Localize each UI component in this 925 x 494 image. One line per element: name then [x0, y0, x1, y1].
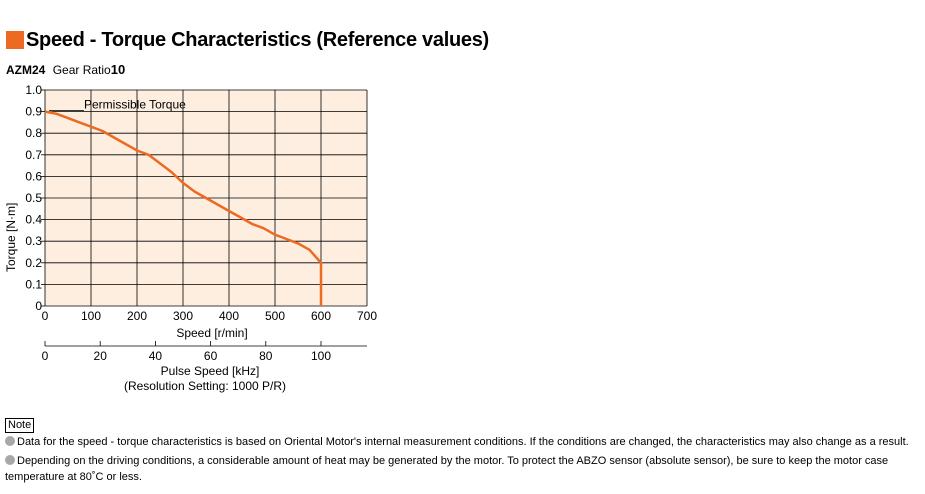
y-tick-label: 0: [35, 299, 42, 313]
x-axis-label: Speed [r/min]: [176, 326, 247, 340]
x-tick-label: 0: [42, 309, 49, 323]
x-tick-label: 300: [173, 309, 193, 323]
y-tick-labels: 0 0.1 0.2 0.3 0.4 0.5 0.6 0.7 0.8 0.9 1.0: [25, 83, 42, 313]
permissible-torque-line: [44, 110, 323, 306]
pulse-tick-label: 20: [94, 349, 108, 363]
resolution-setting-label: (Resolution Setting: 1000 P/R): [124, 379, 286, 393]
y-tick-label: 0.3: [25, 234, 42, 248]
pulse-tick-label: 60: [204, 349, 218, 363]
model-caption: AZM24 Gear Ratio10: [6, 62, 125, 77]
bullet-icon: [5, 455, 15, 465]
gear-ratio-label: Gear Ratio: [52, 63, 111, 77]
note-text: Data for the speed - torque characterist…: [17, 436, 909, 448]
note-text: Depending on the driving conditions, a c…: [5, 455, 889, 483]
gear-ratio-value: 10: [110, 62, 126, 77]
x-tick-label: 100: [81, 309, 101, 323]
pulse-tick-label: 80: [259, 349, 273, 363]
y-tick-label: 0.5: [25, 191, 42, 205]
bullet-icon: [5, 436, 15, 446]
x-tick-labels: 0 100 200 300 400 500 600 700: [42, 309, 378, 323]
section-title: Speed - Torque Characteristics (Referenc…: [6, 28, 489, 52]
pulse-speed-axis: 0 20 40 60 80 100: [42, 341, 367, 363]
y-tick-label: 0.2: [25, 256, 42, 270]
x-tick-label: 600: [311, 309, 331, 323]
x-tick-label: 500: [265, 309, 285, 323]
x-tick-label: 700: [357, 309, 377, 323]
title-marker: [6, 31, 24, 49]
pulse-speed-label: Pulse Speed [kHz]: [161, 364, 260, 378]
y-axis-label: Torque [N·m]: [4, 203, 18, 272]
speed-torque-chart: 00.10.20.30.40.50.60.70.80.91.0 0 100 200 3…: [4, 83, 378, 393]
pulse-tick-label: 100: [311, 349, 331, 363]
note-item: Data for the speed - torque characterist…: [5, 434, 920, 450]
note-label: Note: [5, 418, 35, 433]
y-tick-label: 0.9: [25, 105, 42, 119]
model-name: AZM24: [6, 63, 46, 77]
x-tick-label: 400: [219, 309, 239, 323]
pulse-tick-label: 40: [149, 349, 163, 363]
y-tick-label: 0.6: [25, 169, 42, 183]
annotation-label: Permissible Torque: [84, 98, 186, 112]
y-tick-label: 0.1: [25, 277, 42, 291]
y-tick-label: 0.8: [25, 126, 42, 140]
page-title: Speed - Torque Characteristics (Referenc…: [26, 28, 489, 51]
y-tick-label: 1.0: [25, 83, 42, 97]
note-item: Depending on the driving conditions, a c…: [5, 453, 920, 485]
pulse-tick-label: 0: [42, 349, 49, 363]
y-tick-label: 0.7: [25, 148, 42, 162]
x-tick-label: 200: [127, 309, 147, 323]
y-tick-label: 0.4: [25, 213, 42, 227]
